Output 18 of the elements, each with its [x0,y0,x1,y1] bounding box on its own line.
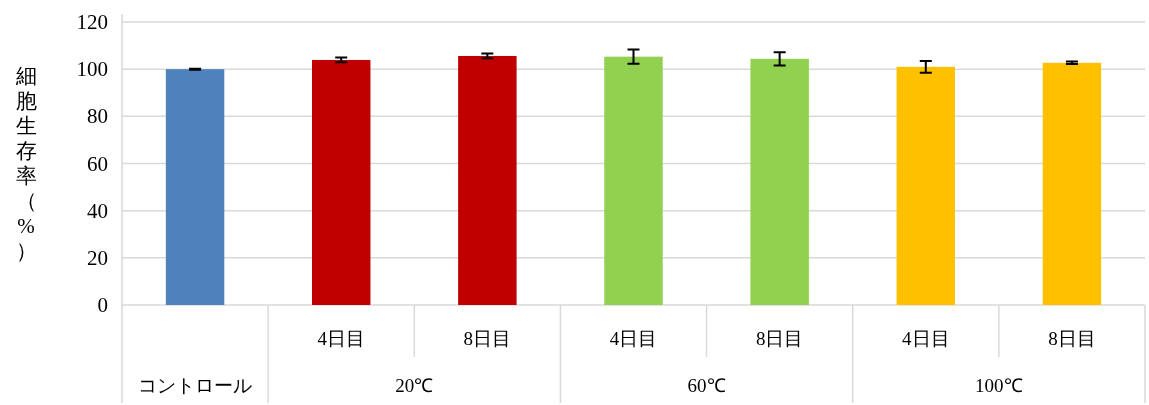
y-tick-label: 100 [76,57,108,82]
x-tick-label: 8日目 [755,328,804,349]
x-tick-label: 4日目 [317,328,365,349]
x-tick-label: 4日目 [609,328,658,349]
y-tick-label: 20 [87,245,108,270]
text: 60℃ [687,375,726,396]
x-tick-label: 8日目 [1048,328,1096,349]
text: 100℃ [975,375,1023,396]
y-axis-title: 細胞生存率（%） [14,64,37,263]
text: コントロール [138,375,253,396]
y-tick-label: 0 [97,293,108,317]
text: 20℃ [395,375,434,396]
x-tick-label: 4日目 [902,328,950,349]
y-tick-label: 120 [76,10,108,34]
y-tick-label: 80 [87,104,108,129]
y-tick-label: 40 [87,198,108,223]
x-tick-label: 8日目 [463,328,512,349]
y-tick-label: 60 [87,151,108,176]
